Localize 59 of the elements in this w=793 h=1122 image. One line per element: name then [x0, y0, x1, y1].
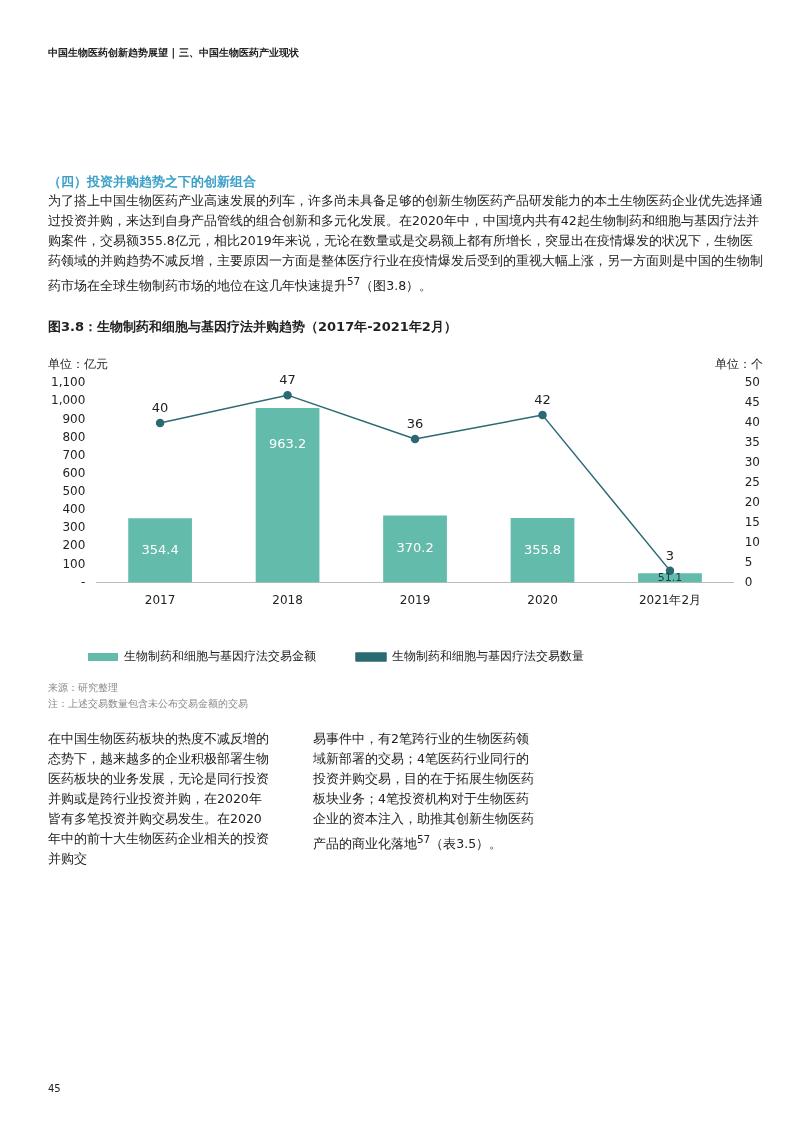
source-note: 来源：研究整理 — [48, 681, 119, 696]
x-tick-label: 2017 — [144, 593, 176, 608]
point — [538, 411, 547, 420]
legend-label: 生物制药和细胞与基因疗法交易数量 — [392, 649, 584, 664]
data-label: 47 — [279, 372, 296, 388]
y-tick-label: 100 — [62, 556, 86, 571]
data-label: 354.4 — [141, 542, 179, 558]
x-tick-label: 2021年2月 — [638, 593, 702, 608]
y-tick-label: 200 — [62, 538, 86, 553]
y2-tick-label: 50 — [744, 375, 761, 390]
legend-label: 生物制药和细胞与基因疗法交易金额 — [124, 649, 316, 664]
data-label: 51.1 — [657, 570, 683, 584]
y2-tick-label: 35 — [744, 435, 761, 450]
data-label: 3 — [665, 547, 675, 563]
y-tick-label: 600 — [62, 466, 86, 481]
bar — [383, 515, 447, 583]
y-tick-label: 900 — [62, 411, 86, 426]
y2-tick-label: 10 — [744, 535, 761, 549]
text: 易事件中，有2笔跨行业的生物医药领域新部署的交易；4笔医药行业同行的投资并购交易，目的在于拓展生物医药板块业务；4笔投资机构对于生物医药企业的资本注入，助推其创新生物医药产品的商业化落地$^{57}$（表3.5）。 — [313, 730, 535, 854]
chart-title: 图3.8：生物制药和细胞与基因疗法并购趋势（2017年-2021年2月） — [48, 318, 458, 337]
point — [410, 434, 420, 444]
y2-tick-label: 45 — [744, 395, 761, 410]
y2-tick-label: 15 — [744, 515, 761, 530]
text: 在中国生物医药板块的热度不减反增的态势下，越来越多的企业积极部署生物医药板块的业务发展，无论是同行投资并购或是跨行业投资并购，在2020年皆有多笔投资并购交易发生。在2020年中的前十大生物医药企业相关的投资并购交 — [48, 730, 270, 869]
text: 中国生物医药创新趋势展望 | 三、中国生物医药产业现状 — [48, 46, 299, 60]
bar — [255, 408, 320, 583]
bar — [510, 518, 575, 583]
y2-tick-label: 0 — [744, 574, 753, 589]
bar — [128, 518, 192, 583]
x-tick-label: 2018 — [272, 593, 303, 608]
text: （四）投资并购趋势之下的创新组合 — [48, 173, 257, 191]
y-tick-label: 800 — [62, 429, 86, 444]
y2-tick-label: 40 — [744, 415, 761, 430]
point — [283, 391, 292, 400]
data-label: 42 — [534, 392, 551, 408]
y-axis-title: 单位：亿元 — [48, 356, 108, 374]
y2-tick-label: 25 — [744, 475, 761, 490]
y2-axis-title: 单位：个 — [715, 356, 763, 374]
y-tick-label: 500 — [62, 484, 86, 499]
y-tick-label: 300 — [62, 520, 86, 535]
data-label: 370.2 — [396, 540, 434, 556]
y-tick-label: 1,000 — [50, 393, 86, 408]
point — [155, 418, 165, 428]
y-tick-label: - — [81, 574, 86, 589]
y-tick-label: 1,100 — [50, 375, 86, 390]
y2-tick-label: 5 — [744, 554, 753, 569]
data-label: 355.8 — [523, 541, 562, 557]
x-tick-label: 2020 — [527, 593, 558, 608]
text: 45 — [48, 1083, 61, 1094]
text: 注：上述交易数量包含未公布交易金额的交易 — [48, 697, 249, 712]
y2-tick-label: 20 — [744, 495, 761, 510]
data-label: 36 — [406, 416, 424, 432]
y-tick-label: 700 — [62, 447, 86, 462]
data-label: 963.2 — [268, 436, 307, 452]
text: 为了搭上中国生物医药产业高速发展的列车，许多尚未具备足够的创新生物医药产品研发能力的本土生物医药企业优先选择通过投资并购，来达到自身产品管线的组合创新和多元化发展。在2020年中，中国境内共有42起生物制药和细胞与基因疗法并购案件，交易额355.8亿元，相比2019年来说，无论在数量或是交易额上都有所增长，突显出在疫情爆发的状况下，生物医药领域的并购趋势不减反增，主要原因一方面是整体医疗行业在疫情爆发后受到的重视大幅上涨，另一方面则是中国的生物制药市场在全球生物制药市场的地位在这几年快速提升$^{57}$（图3.8）。 — [48, 192, 763, 296]
x-tick-label: 2019 — [399, 593, 431, 608]
data-label: 40 — [151, 400, 169, 416]
y-tick-label: 400 — [62, 502, 86, 517]
y2-tick-label: 30 — [744, 455, 761, 470]
